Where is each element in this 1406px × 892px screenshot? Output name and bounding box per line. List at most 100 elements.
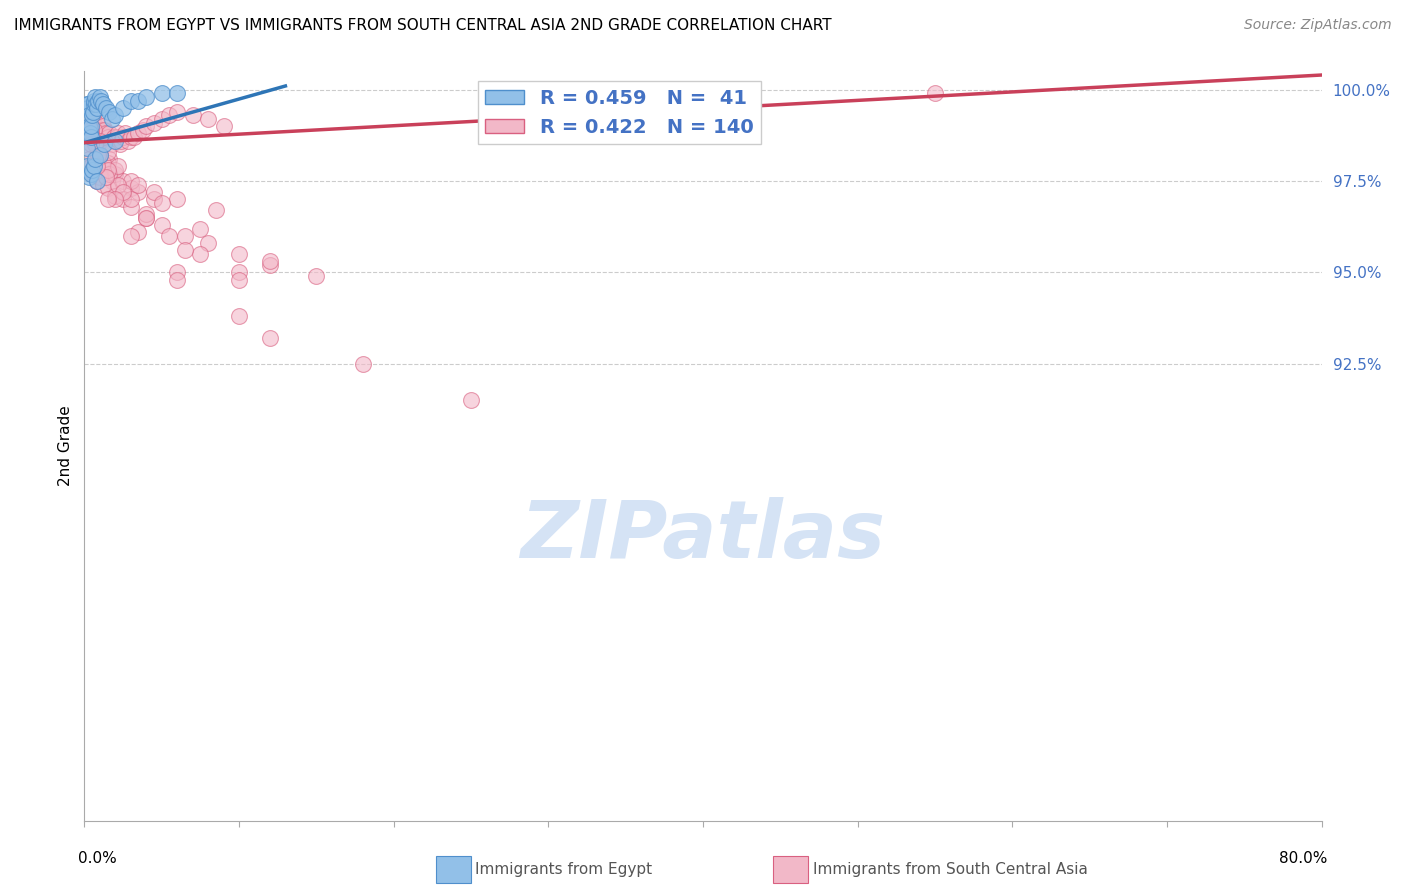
Point — [87, 145, 110, 159]
Point — [93, 137, 115, 152]
Point — [86, 160, 108, 174]
Point — [104, 108, 127, 122]
Point — [127, 185, 149, 199]
Point — [77, 97, 100, 112]
Point — [90, 127, 112, 141]
Point — [98, 127, 121, 141]
Point — [166, 265, 188, 279]
Point — [117, 134, 139, 148]
Point — [259, 254, 281, 268]
Point — [77, 163, 100, 178]
Point — [127, 178, 149, 192]
Point — [82, 130, 104, 145]
Point — [112, 130, 135, 145]
Point — [150, 218, 173, 232]
Point — [76, 141, 98, 155]
Point — [120, 192, 142, 206]
Point — [89, 130, 111, 145]
Point — [86, 174, 108, 188]
Point — [166, 192, 188, 206]
Point — [197, 236, 219, 251]
Point — [76, 145, 98, 159]
Point — [89, 148, 111, 162]
Point — [76, 112, 98, 126]
Point — [105, 130, 128, 145]
Point — [120, 181, 142, 195]
Text: 80.0%: 80.0% — [1279, 851, 1327, 865]
Point — [96, 155, 118, 169]
Point — [84, 137, 107, 152]
Point — [166, 104, 188, 119]
Point — [228, 310, 250, 324]
Point — [75, 119, 97, 133]
Text: 0.0%: 0.0% — [79, 851, 117, 865]
Point — [188, 247, 212, 261]
Point — [107, 127, 129, 141]
Point — [112, 185, 135, 199]
Point — [79, 123, 101, 137]
Point — [259, 258, 281, 272]
Point — [104, 192, 127, 206]
Point — [96, 130, 118, 145]
Y-axis label: 2nd Grade: 2nd Grade — [58, 406, 73, 486]
Point — [83, 119, 105, 133]
Point — [104, 188, 127, 202]
Point — [89, 134, 111, 148]
Point — [77, 108, 100, 122]
Point — [110, 134, 132, 148]
Point — [77, 170, 100, 185]
Point — [87, 148, 110, 162]
Point — [120, 130, 142, 145]
Point — [98, 152, 121, 166]
Point — [83, 160, 105, 174]
Point — [79, 127, 101, 141]
Point — [87, 130, 110, 145]
Point — [159, 228, 180, 243]
Point — [84, 155, 107, 169]
Point — [135, 207, 157, 221]
Point — [86, 174, 108, 188]
Text: IMMIGRANTS FROM EGYPT VS IMMIGRANTS FROM SOUTH CENTRAL ASIA 2ND GRADE CORRELATIO: IMMIGRANTS FROM EGYPT VS IMMIGRANTS FROM… — [14, 18, 832, 33]
Point — [96, 181, 118, 195]
Point — [82, 130, 104, 145]
Point — [82, 104, 104, 119]
Point — [150, 112, 173, 126]
Point — [91, 127, 114, 141]
Point — [77, 104, 100, 119]
Point — [84, 97, 107, 112]
Point — [86, 174, 108, 188]
Point — [127, 225, 149, 239]
Point — [132, 123, 155, 137]
Point — [91, 178, 114, 192]
Point — [80, 119, 103, 133]
Point — [143, 115, 166, 129]
Point — [120, 94, 142, 108]
Point — [76, 97, 98, 112]
Point — [76, 155, 98, 169]
Point — [112, 101, 135, 115]
Point — [87, 94, 110, 108]
Point — [76, 108, 98, 122]
Point — [86, 141, 108, 155]
Point — [205, 203, 228, 218]
Point — [127, 127, 149, 141]
Point — [91, 97, 114, 112]
Point — [143, 192, 166, 206]
Point — [101, 137, 124, 152]
Text: ZIPatlas: ZIPatlas — [520, 497, 886, 575]
Point — [159, 108, 180, 122]
Point — [79, 123, 101, 137]
Point — [79, 119, 101, 133]
Point — [174, 244, 197, 258]
Point — [212, 119, 235, 133]
Point — [79, 137, 101, 152]
Point — [90, 163, 112, 178]
Point — [79, 160, 101, 174]
Point — [94, 127, 117, 141]
Point — [104, 134, 127, 148]
Point — [135, 211, 157, 225]
Point — [86, 127, 108, 141]
Point — [460, 393, 482, 408]
Point — [84, 137, 107, 152]
Point — [82, 163, 104, 178]
